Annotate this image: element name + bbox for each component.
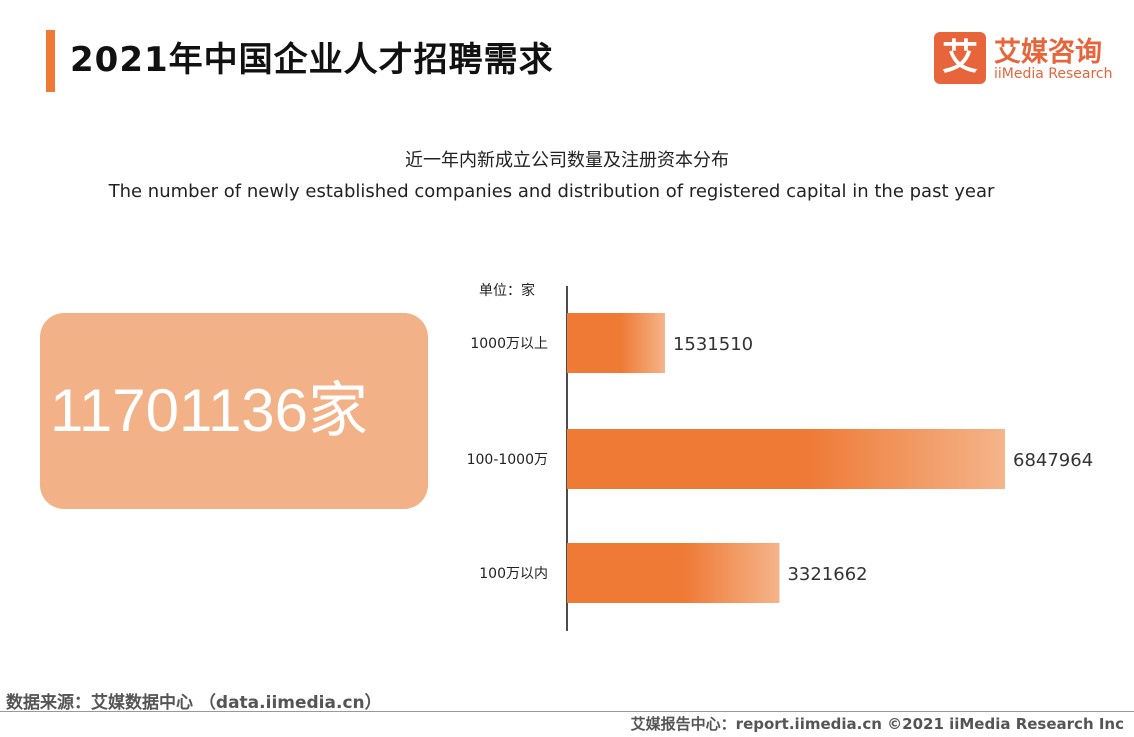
unit-label: 单位：家 bbox=[479, 282, 535, 299]
value-label-2: 3321662 bbox=[787, 564, 867, 585]
bar-0 bbox=[567, 313, 665, 373]
footer-copyright: 艾媒报告中心：report.iimedia.cn ©2021 iiMedia R… bbox=[630, 715, 1124, 733]
logo-english-name: iiMedia Research bbox=[994, 66, 1113, 82]
page-title: 2021年中国企业人才招聘需求 bbox=[70, 40, 554, 80]
brand-logo: 艾 艾媒咨询 iiMedia Research bbox=[934, 30, 1114, 86]
total-count-card: 11701136家 bbox=[40, 313, 428, 509]
category-label-2: 100万以内 bbox=[479, 566, 548, 582]
title-accent-bar bbox=[46, 30, 55, 92]
footer-divider bbox=[0, 711, 1134, 712]
chart-subtitle-chinese: 近一年内新成立公司数量及注册资本分布 bbox=[405, 150, 729, 171]
value-label-0: 1531510 bbox=[673, 334, 753, 355]
chart-subtitle-english: The number of newly established companie… bbox=[108, 181, 995, 202]
logo-chinese-name: 艾媒咨询 bbox=[994, 37, 1102, 68]
bar-1 bbox=[567, 429, 1005, 489]
bar-chart: 单位：家 1000万以上 1531510 100-1000万 6847964 100万以内… bbox=[467, 282, 1093, 631]
logo-mark-icon: 艾 bbox=[934, 32, 986, 84]
category-label-1: 100-1000万 bbox=[467, 452, 548, 468]
category-label-0: 1000万以上 bbox=[470, 336, 548, 352]
bar-2 bbox=[567, 543, 780, 603]
data-source-note: 数据来源：艾媒数据中心 （data.iimedia.cn） bbox=[6, 693, 382, 713]
value-label-1: 6847964 bbox=[1013, 450, 1093, 471]
total-count-value: 11701136家 bbox=[50, 377, 369, 444]
